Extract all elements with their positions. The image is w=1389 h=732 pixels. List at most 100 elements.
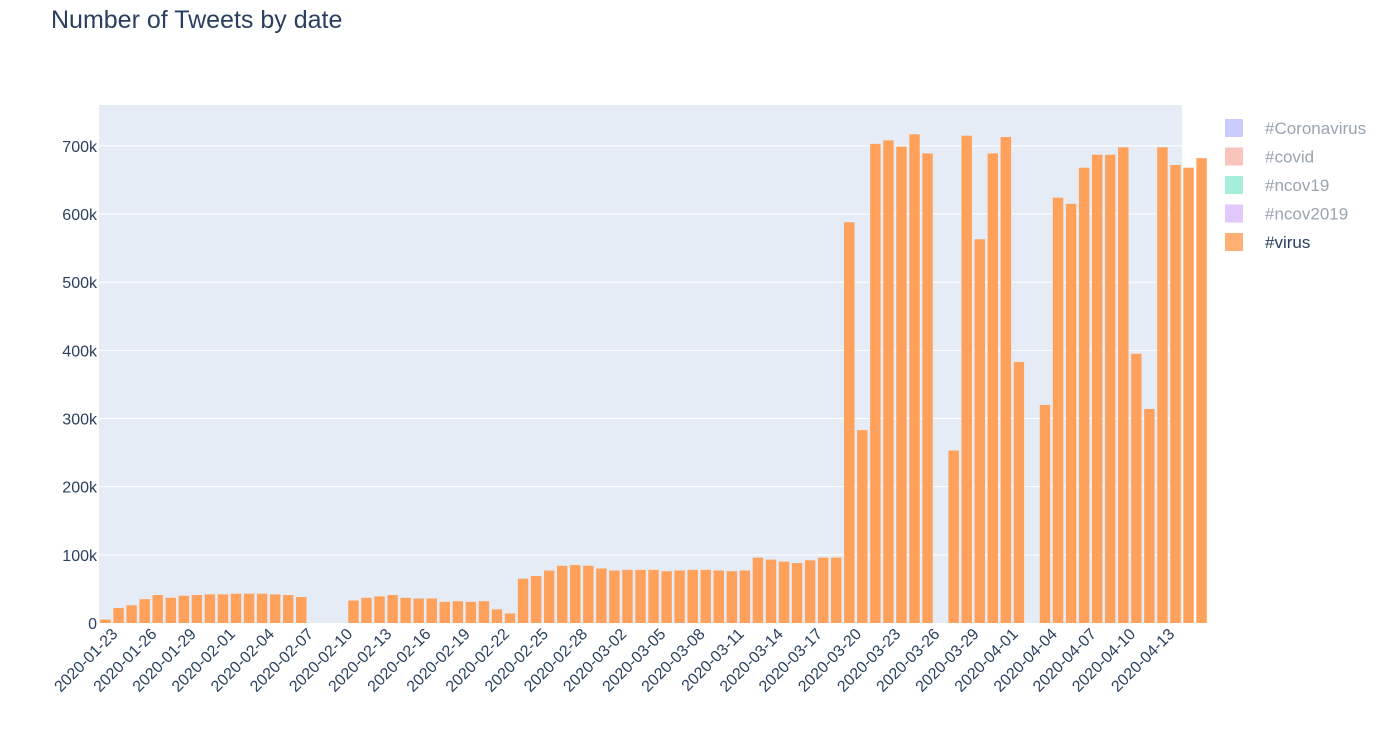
legend-label: #virus: [1265, 233, 1310, 252]
legend-item[interactable]: #ncov2019: [1225, 204, 1348, 224]
bar[interactable]: [282, 595, 294, 623]
bar[interactable]: [857, 430, 868, 623]
bar[interactable]: [922, 153, 933, 624]
legend-label: #Coronavirus: [1265, 119, 1366, 138]
bar[interactable]: [883, 140, 894, 623]
legend-swatch: [1225, 233, 1243, 251]
bar[interactable]: [152, 595, 163, 623]
bar[interactable]: [204, 594, 216, 623]
bar[interactable]: [987, 153, 999, 624]
bar[interactable]: [517, 578, 529, 623]
bar[interactable]: [1065, 203, 1077, 623]
bar[interactable]: [961, 135, 972, 623]
bar[interactable]: [1157, 147, 1168, 624]
bar[interactable]: [765, 559, 777, 623]
bar[interactable]: [348, 600, 359, 623]
bar[interactable]: [1196, 158, 1207, 624]
bar[interactable]: [426, 598, 437, 623]
legend-swatch: [1225, 119, 1243, 137]
bar[interactable]: [100, 619, 111, 623]
bar[interactable]: [1170, 164, 1181, 623]
bar[interactable]: [1118, 147, 1129, 624]
bar[interactable]: [687, 569, 698, 623]
bar[interactable]: [296, 597, 307, 623]
bar[interactable]: [948, 450, 959, 623]
bar[interactable]: [139, 599, 150, 623]
bar[interactable]: [896, 146, 907, 624]
legend-item[interactable]: #Coronavirus: [1225, 119, 1366, 138]
bar[interactable]: [713, 570, 725, 623]
y-tick-label: 100k: [62, 548, 98, 565]
bar[interactable]: [217, 594, 229, 623]
bar[interactable]: [974, 239, 985, 623]
bar[interactable]: [844, 222, 855, 624]
bar[interactable]: [1091, 154, 1103, 624]
bar[interactable]: [491, 609, 503, 623]
x-axis: 2020-01-232020-01-262020-01-292020-02-01…: [52, 626, 1179, 696]
bar[interactable]: [478, 601, 490, 623]
bar[interactable]: [870, 143, 881, 623]
legend-item[interactable]: #virus: [1225, 233, 1310, 252]
bar[interactable]: [113, 608, 124, 623]
bar[interactable]: [1105, 154, 1116, 624]
bar[interactable]: [778, 561, 790, 623]
y-tick-label: 700k: [62, 139, 98, 156]
bar[interactable]: [752, 557, 764, 623]
y-tick-label: 500k: [62, 275, 98, 292]
bar[interactable]: [700, 569, 711, 623]
bar[interactable]: [452, 601, 464, 623]
bar[interactable]: [570, 565, 581, 623]
bar[interactable]: [1078, 167, 1090, 623]
bar[interactable]: [165, 597, 176, 623]
bar[interactable]: [126, 605, 137, 623]
bar[interactable]: [1052, 197, 1064, 623]
bar[interactable]: [583, 565, 594, 623]
bar[interactable]: [465, 601, 477, 623]
bar[interactable]: [439, 601, 450, 623]
legend-swatch: [1225, 176, 1243, 194]
bar[interactable]: [256, 593, 268, 623]
bar[interactable]: [269, 594, 281, 623]
bar[interactable]: [230, 593, 242, 623]
bar[interactable]: [1144, 408, 1155, 623]
bar[interactable]: [817, 557, 829, 623]
bar[interactable]: [543, 570, 555, 623]
legend[interactable]: #Coronavirus #covid #ncov19 #ncov2019 #virus: [1225, 119, 1366, 252]
bar[interactable]: [661, 571, 672, 623]
bar[interactable]: [1039, 404, 1051, 623]
bar[interactable]: [831, 557, 842, 623]
bar[interactable]: [400, 597, 411, 623]
bar[interactable]: [191, 595, 203, 623]
bar[interactable]: [622, 569, 633, 623]
legend-item[interactable]: #ncov19: [1225, 176, 1329, 195]
bar[interactable]: [374, 596, 385, 623]
bar[interactable]: [504, 613, 516, 623]
bar[interactable]: [1000, 137, 1012, 623]
bar[interactable]: [609, 570, 620, 623]
bar[interactable]: [648, 569, 659, 623]
bar[interactable]: [804, 560, 816, 623]
bar[interactable]: [413, 598, 424, 623]
bar[interactable]: [909, 134, 920, 623]
bar[interactable]: [1013, 361, 1025, 623]
legend-label: #ncov19: [1265, 176, 1329, 195]
bar[interactable]: [635, 569, 646, 623]
bar[interactable]: [243, 593, 255, 623]
bar[interactable]: [791, 563, 803, 623]
bar[interactable]: [387, 595, 398, 623]
bar[interactable]: [1131, 353, 1142, 623]
bar[interactable]: [530, 575, 542, 623]
bar[interactable]: [361, 597, 372, 623]
bar[interactable]: [726, 571, 738, 623]
legend-swatch: [1225, 147, 1243, 166]
bar[interactable]: [1183, 167, 1194, 623]
bar[interactable]: [739, 570, 751, 623]
bar[interactable]: [556, 565, 568, 623]
bar[interactable]: [178, 595, 190, 623]
y-axis: 0 100k 200k 300k 400k 500k 600k 700k: [62, 139, 98, 633]
bar[interactable]: [596, 568, 607, 623]
y-tick-label: 400k: [62, 343, 98, 360]
legend-item[interactable]: #covid: [1225, 147, 1314, 167]
bar[interactable]: [674, 570, 685, 623]
